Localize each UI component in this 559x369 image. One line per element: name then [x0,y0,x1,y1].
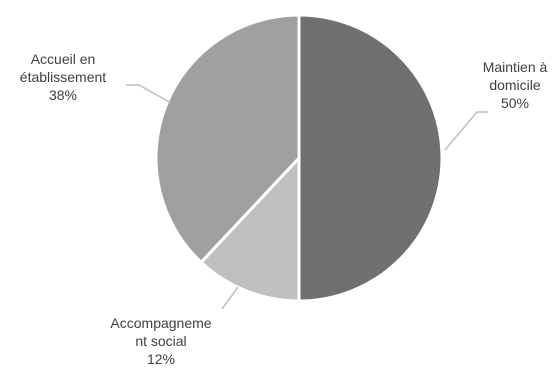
slice-labels: Maintien à domicile 50% Accompagneme nt soci… [20,51,548,367]
pie-slice-1 [297,13,444,303]
leader-lines [126,84,488,310]
leader-line-3 [126,84,172,104]
leader-line-1 [444,111,488,151]
slice-category-label: nt social [135,333,186,349]
slice-value-label: 12% [147,351,175,367]
slice-value-label: 38% [49,87,77,103]
slice-category-label: Accueil en [31,51,96,67]
slice-label-2: Accompagneme nt social 12% [110,315,211,367]
pie-slice-3 [154,13,301,264]
slice-category-label: domicile [489,77,541,93]
slice-label-1: Maintien à domicile 50% [483,59,548,111]
slice-value-label: 50% [501,95,529,111]
slice-category-label: Accompagneme [110,315,211,331]
pie-slice-2 [199,156,301,303]
slice-category-label: établissement [20,69,106,85]
slice-category-label: Maintien à [483,59,548,75]
leader-line-2 [221,286,239,310]
slice-label-3: Accueil en établissement 38% [20,51,106,103]
pie-slices [154,13,444,303]
